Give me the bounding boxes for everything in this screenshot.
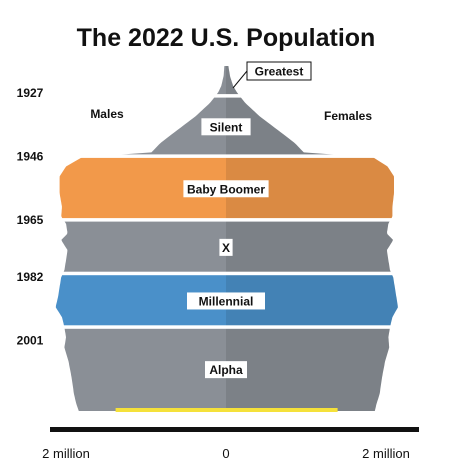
generation-label-silent: Silent [201,118,251,136]
divider-millennial [40,271,410,276]
population-axis: 2 million 0 2 million [42,427,419,461]
divider-baby-boomer [40,154,410,158]
generation-label-box [246,61,312,81]
year-tick-1927: 1927 [17,86,44,100]
band-females-alpha [226,327,390,411]
year-tick-1965: 1965 [17,213,44,227]
newest-year-band [115,408,338,412]
generation-labels: Greatest Silent Baby Boomer X Millennial Alph… [183,61,312,379]
generation-label-text: Silent [210,120,243,134]
band-females-greatest [226,66,240,97]
generation-label-greatest: Greatest [232,61,312,89]
x-tick-label-1: 0 [222,446,229,461]
generation-label-box [201,118,251,136]
generation-label-text: Greatest [255,65,304,79]
year-tick-1946: 1946 [17,149,44,163]
divider-alpha [40,325,410,329]
generation-label-box [183,180,269,198]
x-tick-label-0: 2 million [42,446,90,461]
year-tick-1982: 1982 [17,270,44,284]
legend-females: Females [324,109,372,123]
divider-x [40,218,410,222]
x-axis-line [50,427,419,432]
chart-title: The 2022 U.S. Population [77,24,376,52]
callout-line [232,70,248,89]
band-females-baby-boomer [226,156,394,221]
generation-label-millennial: Millennial [187,292,265,310]
generation-label-box [219,238,233,256]
pyramid-bands [55,66,398,412]
generation-label-text: Baby Boomer [187,182,265,196]
generation-label-text: Millennial [199,294,254,308]
band-males-x [61,220,227,274]
band-males-silent [83,96,226,157]
band-males-greatest [215,66,226,97]
year-axis: 1927 1946 1965 1982 2001 [17,86,44,348]
generation-dividers [40,94,410,329]
band-males-baby-boomer [59,156,226,221]
generation-label-x: X [219,238,233,256]
band-females-x [226,220,393,274]
generation-label-alpha: Alpha [205,361,247,379]
year-tick-2001: 2001 [17,334,44,348]
generation-label-text: Alpha [209,363,243,377]
generation-label-box [187,292,265,310]
legend-males: Males [90,107,124,121]
band-males-alpha [64,327,227,411]
band-females-silent [226,96,372,157]
band-males-millennial [55,273,226,328]
generation-label-box [205,361,247,379]
divider-silent [40,94,410,98]
generation-label-baby-boomer: Baby Boomer [183,180,269,198]
band-females-millennial [226,273,398,328]
generation-label-text: X [222,241,230,255]
x-tick-label-2: 2 million [362,446,410,461]
